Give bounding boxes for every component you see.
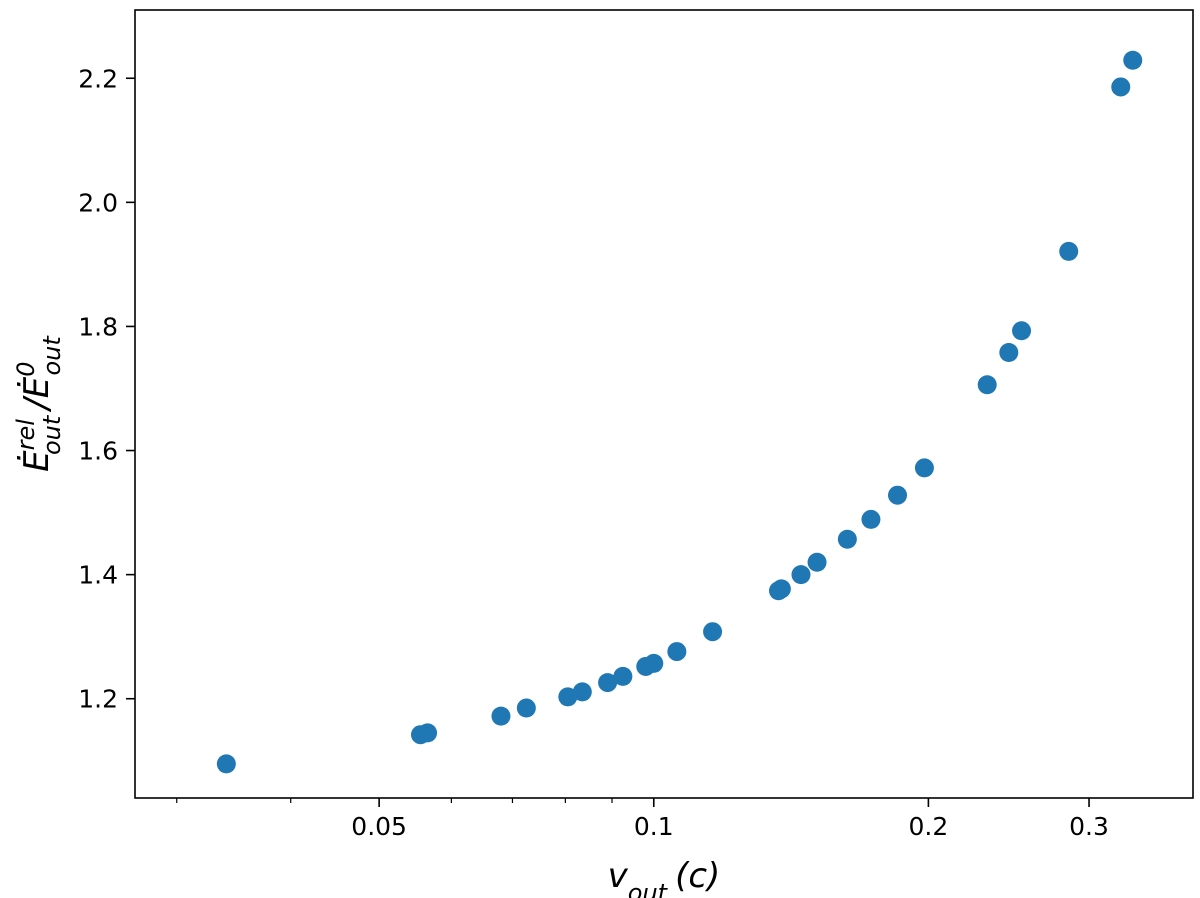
x-tick-label: 0.1 <box>634 812 674 841</box>
y-tick-label: 2.2 <box>78 64 118 93</box>
data-point <box>888 485 908 505</box>
data-point <box>1123 50 1143 70</box>
y-tick-label: 1.6 <box>78 437 118 466</box>
y-axis-label: Ėrelout/Ė0out <box>12 335 66 472</box>
data-point <box>999 343 1019 363</box>
data-point <box>598 673 618 693</box>
data-point <box>644 653 664 673</box>
x-tick-label: 0.3 <box>1069 812 1109 841</box>
data-point <box>861 509 881 529</box>
axis-ticks: 0.05 0.1 0.2 0.3 1.2 1.4 1.6 1.8 2.0 2.2 <box>78 64 1109 841</box>
data-point <box>491 706 511 726</box>
y-tick-label: 1.2 <box>78 685 118 714</box>
axis-labels: vout (c) Ėrelout/Ė0out <box>12 335 720 898</box>
y-tick-label: 1.4 <box>78 561 118 590</box>
data-point <box>613 666 633 686</box>
x-axis-label: vout (c) <box>608 856 721 898</box>
data-point <box>558 687 578 707</box>
data-point <box>216 754 236 774</box>
data-point <box>837 529 857 549</box>
data-point <box>418 723 438 743</box>
data-point <box>914 458 934 478</box>
data-point <box>977 375 997 395</box>
data-point <box>667 642 687 662</box>
data-point <box>1111 77 1131 97</box>
x-tick-label: 0.2 <box>909 812 949 841</box>
y-tick-label: 1.8 <box>78 312 118 341</box>
data-point <box>1059 241 1079 261</box>
data-points <box>216 50 1143 774</box>
data-point <box>807 552 827 572</box>
data-point <box>791 565 811 585</box>
data-point <box>771 579 791 599</box>
data-point <box>572 682 592 702</box>
data-point <box>516 698 536 718</box>
plot-frame <box>134 9 1194 799</box>
data-point <box>1012 321 1032 341</box>
y-tick-label: 2.0 <box>78 188 118 217</box>
data-point <box>703 622 723 642</box>
x-tick-label: 0.05 <box>351 812 407 841</box>
